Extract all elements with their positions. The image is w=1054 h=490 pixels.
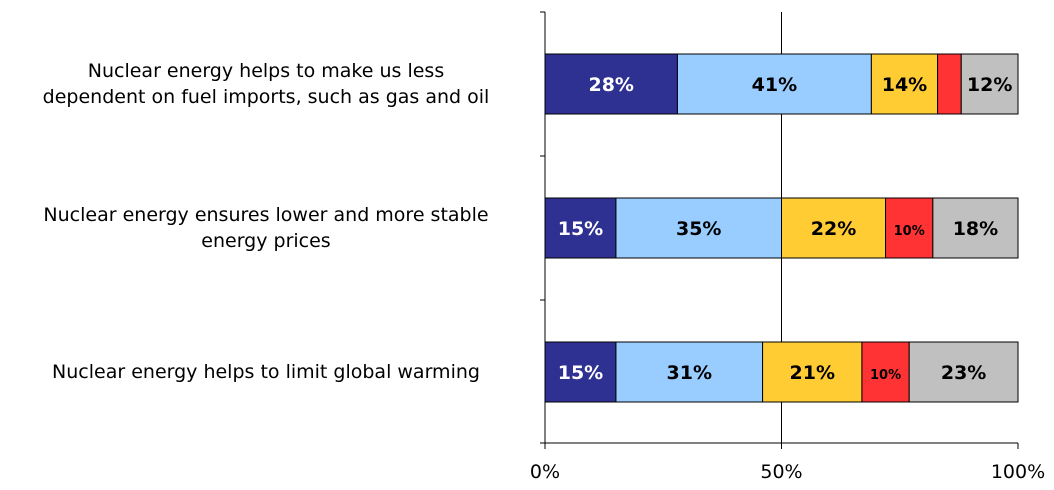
data-label-1-3: 14%: [882, 74, 927, 96]
x-tick-label-100: 100%: [991, 461, 1045, 483]
data-label-1-1: 28%: [588, 74, 633, 96]
category-label-1-line-2: dependent on fuel imports, such as gas a…: [42, 86, 490, 108]
category-label-2-line-2: energy prices: [201, 230, 331, 252]
bar-segment-2-1: [544, 197, 617, 259]
category-label-1: Nuclear energy helps to make us less depe…: [0, 44, 532, 124]
bar-segment-3-4: [861, 341, 910, 403]
bar-segment-1-4: [937, 53, 962, 115]
bar-segment-1-2: [676, 53, 872, 115]
data-label-3-3: 21%: [790, 362, 835, 384]
bar-segment-2-2: [615, 197, 783, 259]
bar-segment-3-5: [908, 341, 1019, 403]
data-label-3-1: 15%: [558, 362, 603, 384]
bar-segment-3-3: [762, 341, 863, 403]
bar-segment-3-2: [615, 341, 764, 403]
data-label-3-2: 31%: [667, 362, 712, 384]
category-label-1-line-1: Nuclear energy helps to make us less: [87, 60, 445, 82]
data-label-2-1: 15%: [558, 218, 603, 240]
data-label-2-2: 35%: [676, 218, 721, 240]
bar-segment-2-3: [781, 197, 887, 259]
data-label-3-4: 10%: [870, 368, 901, 383]
category-label-2: Nuclear energy ensures lower and more st…: [0, 188, 532, 268]
data-label-1-2: 41%: [752, 74, 797, 96]
x-tick-label-0: 0%: [530, 461, 560, 483]
bar-segment-1-1: [544, 53, 678, 115]
data-label-3-5: 23%: [941, 362, 986, 384]
data-label-2-5: 18%: [953, 218, 998, 240]
data-label-2-3: 22%: [811, 218, 856, 240]
bar-segment-2-5: [932, 197, 1019, 259]
bar-segment-1-5: [960, 53, 1019, 115]
data-label-1-5: 12%: [967, 74, 1012, 96]
category-label-3-line-1: Nuclear energy helps to limit global war…: [52, 361, 480, 383]
category-label-2-line-1: Nuclear energy ensures lower and more st…: [43, 204, 489, 226]
bar-segment-1-3: [870, 53, 939, 115]
category-label-3: Nuclear energy helps to limit global war…: [0, 332, 532, 412]
bar-segment-3-1: [544, 341, 617, 403]
data-label-2-4: 10%: [894, 224, 925, 239]
x-tick-label-50: 50%: [760, 461, 802, 483]
